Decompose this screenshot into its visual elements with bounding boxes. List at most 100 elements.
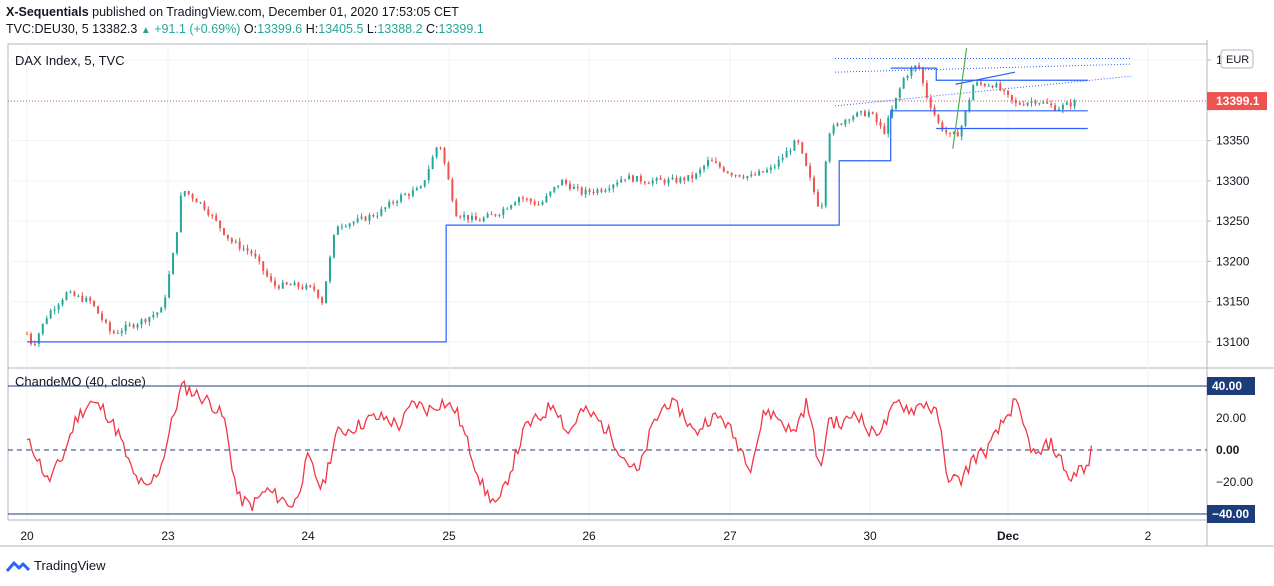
candle-body <box>964 110 967 126</box>
candle-body <box>45 318 48 324</box>
candle-body <box>769 167 772 170</box>
candle-body <box>136 324 139 328</box>
candle-body <box>921 67 924 83</box>
candle-body <box>116 332 119 334</box>
candle-body <box>1003 90 1006 92</box>
candle-body <box>514 202 517 206</box>
y-tick-label: 13250 <box>1216 214 1250 228</box>
candle-body <box>568 183 571 190</box>
candle-body <box>273 280 276 286</box>
candle-body <box>679 177 682 183</box>
candle-body <box>1050 103 1053 106</box>
candle-body <box>1007 90 1009 95</box>
candle-body <box>344 226 347 228</box>
candle-body <box>37 333 40 344</box>
candle-body <box>588 189 591 193</box>
candle-body <box>128 324 131 326</box>
candle-body <box>187 191 190 195</box>
candle-body <box>407 194 410 196</box>
candle-body <box>207 209 210 216</box>
candle-body <box>667 179 670 184</box>
candle-body <box>754 174 757 176</box>
candle-body <box>910 68 913 76</box>
candle-body <box>836 123 839 126</box>
candle-body <box>1038 103 1041 105</box>
candle-body <box>29 333 32 344</box>
candle-body <box>604 190 607 192</box>
candle-body <box>289 284 292 286</box>
candle-body <box>293 282 296 286</box>
candle-body <box>687 175 690 181</box>
candle-body <box>364 216 367 221</box>
candle-body <box>285 282 288 285</box>
candle-body <box>995 83 998 88</box>
candle-body <box>144 319 147 322</box>
brand-text[interactable]: TradingView <box>34 558 106 573</box>
candle-body <box>234 241 237 243</box>
candle-body <box>991 85 994 88</box>
candle-body <box>750 174 753 177</box>
candle-body <box>340 226 343 228</box>
candle-body <box>635 176 638 182</box>
candle-body <box>73 291 76 296</box>
candle-body <box>832 125 835 134</box>
candle-body <box>860 111 863 113</box>
candle-body <box>628 175 631 180</box>
candle-body <box>918 65 921 68</box>
candle-body <box>1046 102 1049 104</box>
candle-body <box>553 186 556 192</box>
candle-body <box>1057 109 1060 111</box>
candle-body <box>1018 103 1021 105</box>
candle-body <box>77 295 80 297</box>
candle-body <box>956 131 959 137</box>
candle-body <box>703 165 706 170</box>
candle-body <box>820 205 823 207</box>
high-label: H: <box>305 22 319 36</box>
published-text: published on TradingView.com, December 0… <box>92 5 459 19</box>
candle-body <box>179 195 182 233</box>
candle-body <box>81 295 84 302</box>
publish-header: X-Sequentials published on TradingView.c… <box>6 4 459 20</box>
candle-body <box>949 132 952 134</box>
last-price-badge <box>1207 92 1267 111</box>
osc-tick-label: −20.00 <box>1216 475 1253 489</box>
candle-body <box>695 173 698 179</box>
candle-body <box>789 150 792 152</box>
price-change: +91.1 (+0.69%) <box>154 22 241 36</box>
low-value: 13388.2 <box>377 22 423 36</box>
candle-body <box>69 291 72 293</box>
candle-body <box>655 177 658 181</box>
candle-body <box>104 319 107 323</box>
candle-body <box>61 299 64 305</box>
author-name[interactable]: X-Sequentials <box>6 5 89 19</box>
indicator-title: ChandeMO (40, close) <box>15 374 146 389</box>
candle-body <box>722 167 725 172</box>
candle-body <box>867 112 870 117</box>
candle-body <box>400 194 403 202</box>
currency-badge[interactable] <box>1220 49 1254 69</box>
candle-body <box>879 122 882 127</box>
candle-body <box>734 174 737 176</box>
channel-line <box>890 67 1088 81</box>
candle-body <box>976 82 979 86</box>
candle-body <box>183 191 186 196</box>
candle-body <box>336 226 339 235</box>
candle-body <box>541 202 544 205</box>
candle-body <box>328 257 331 282</box>
candle-body <box>906 75 909 79</box>
candle-body <box>863 111 866 117</box>
candle-body <box>894 97 897 109</box>
y-tick-label: 13350 <box>1216 134 1250 148</box>
candle-body <box>643 181 646 184</box>
candle-body <box>246 248 249 251</box>
candle-body <box>372 215 375 217</box>
candle-body <box>983 83 986 86</box>
candle-body <box>925 82 928 98</box>
candle-body <box>952 131 955 134</box>
candle-body <box>325 281 328 304</box>
symbol-label[interactable]: TVC:DEU30, 5 <box>6 22 89 36</box>
spike-line <box>952 47 968 149</box>
candle-body <box>813 177 815 192</box>
candle-body <box>999 83 1002 91</box>
